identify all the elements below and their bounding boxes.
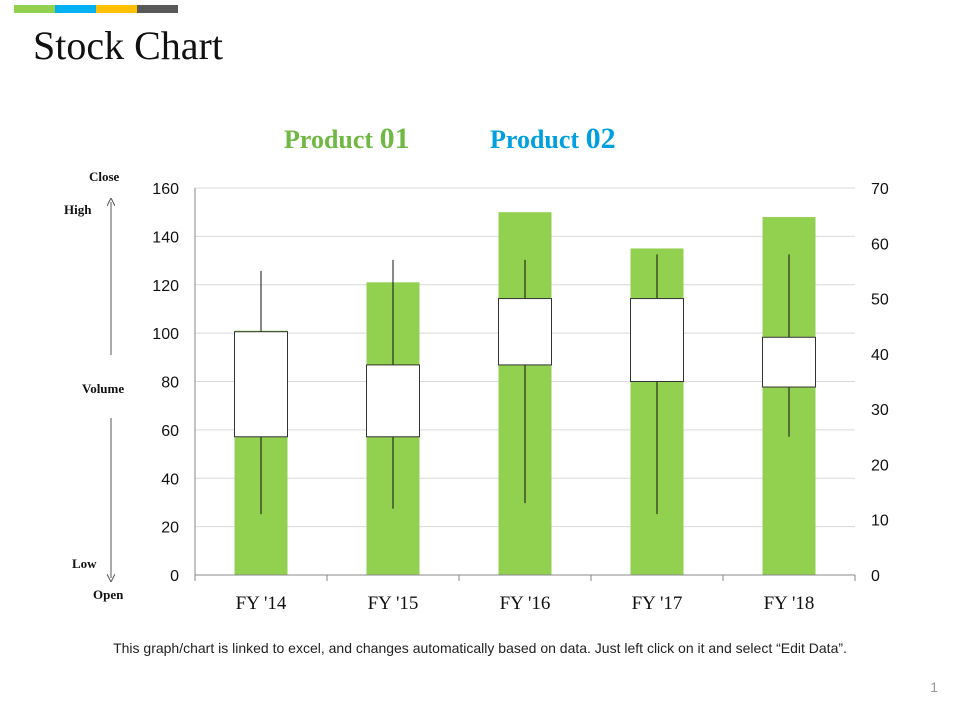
right-tick-label: 40 <box>871 347 889 364</box>
up-candle <box>366 364 420 438</box>
right-tick-label: 0 <box>871 568 880 585</box>
up-candle <box>630 298 684 383</box>
accent-segment-blue <box>55 5 96 13</box>
left-tick-label: 100 <box>152 326 179 343</box>
side-label-low: Low <box>72 556 97 571</box>
left-tick-label: 120 <box>152 278 179 295</box>
page-number: 1 <box>930 679 938 695</box>
accent-segment-green <box>14 5 55 13</box>
side-label-high: High <box>64 202 92 217</box>
category-label: FY '17 <box>632 593 683 614</box>
left-tick-label: 20 <box>161 520 179 537</box>
side-label-volume: Volume <box>82 381 125 396</box>
legend-product-02-number: 02 <box>585 122 616 155</box>
page-title: Stock Chart <box>33 23 223 68</box>
left-tick-label: 140 <box>152 229 179 246</box>
left-tick-label: 40 <box>161 471 179 488</box>
right-tick-label: 60 <box>871 236 889 253</box>
up-candle <box>498 298 552 366</box>
left-tick-label: 160 <box>152 181 179 198</box>
side-label-open: Open <box>93 587 124 602</box>
legend-product-01: Product 01 <box>284 122 410 156</box>
right-tick-label: 50 <box>871 292 889 309</box>
left-tick-label: 80 <box>161 375 179 392</box>
right-tick-label: 70 <box>871 181 889 198</box>
legend-product-02: Product 02 <box>490 122 616 156</box>
category-label: FY '14 <box>236 593 287 614</box>
accent-segment-gray <box>137 5 178 13</box>
accent-segment-yellow <box>96 5 137 13</box>
up-candle <box>762 336 816 388</box>
up-candle <box>234 331 288 438</box>
legend-product-01-number: 01 <box>379 122 410 155</box>
left-tick-label: 60 <box>161 423 179 440</box>
legend-product-02-word: Product <box>490 125 580 154</box>
category-label: FY '16 <box>500 593 551 614</box>
side-label-close: Close <box>89 169 120 184</box>
accent-bar <box>14 5 178 13</box>
category-label: FY '18 <box>764 593 815 614</box>
right-tick-label: 30 <box>871 402 889 419</box>
left-tick-label: 0 <box>170 568 179 585</box>
right-tick-label: 10 <box>871 513 889 530</box>
footer-note: This graph/chart is linked to excel, and… <box>113 640 847 656</box>
legend-product-01-word: Product <box>284 125 374 154</box>
right-tick-label: 20 <box>871 457 889 474</box>
category-label: FY '15 <box>368 593 419 614</box>
